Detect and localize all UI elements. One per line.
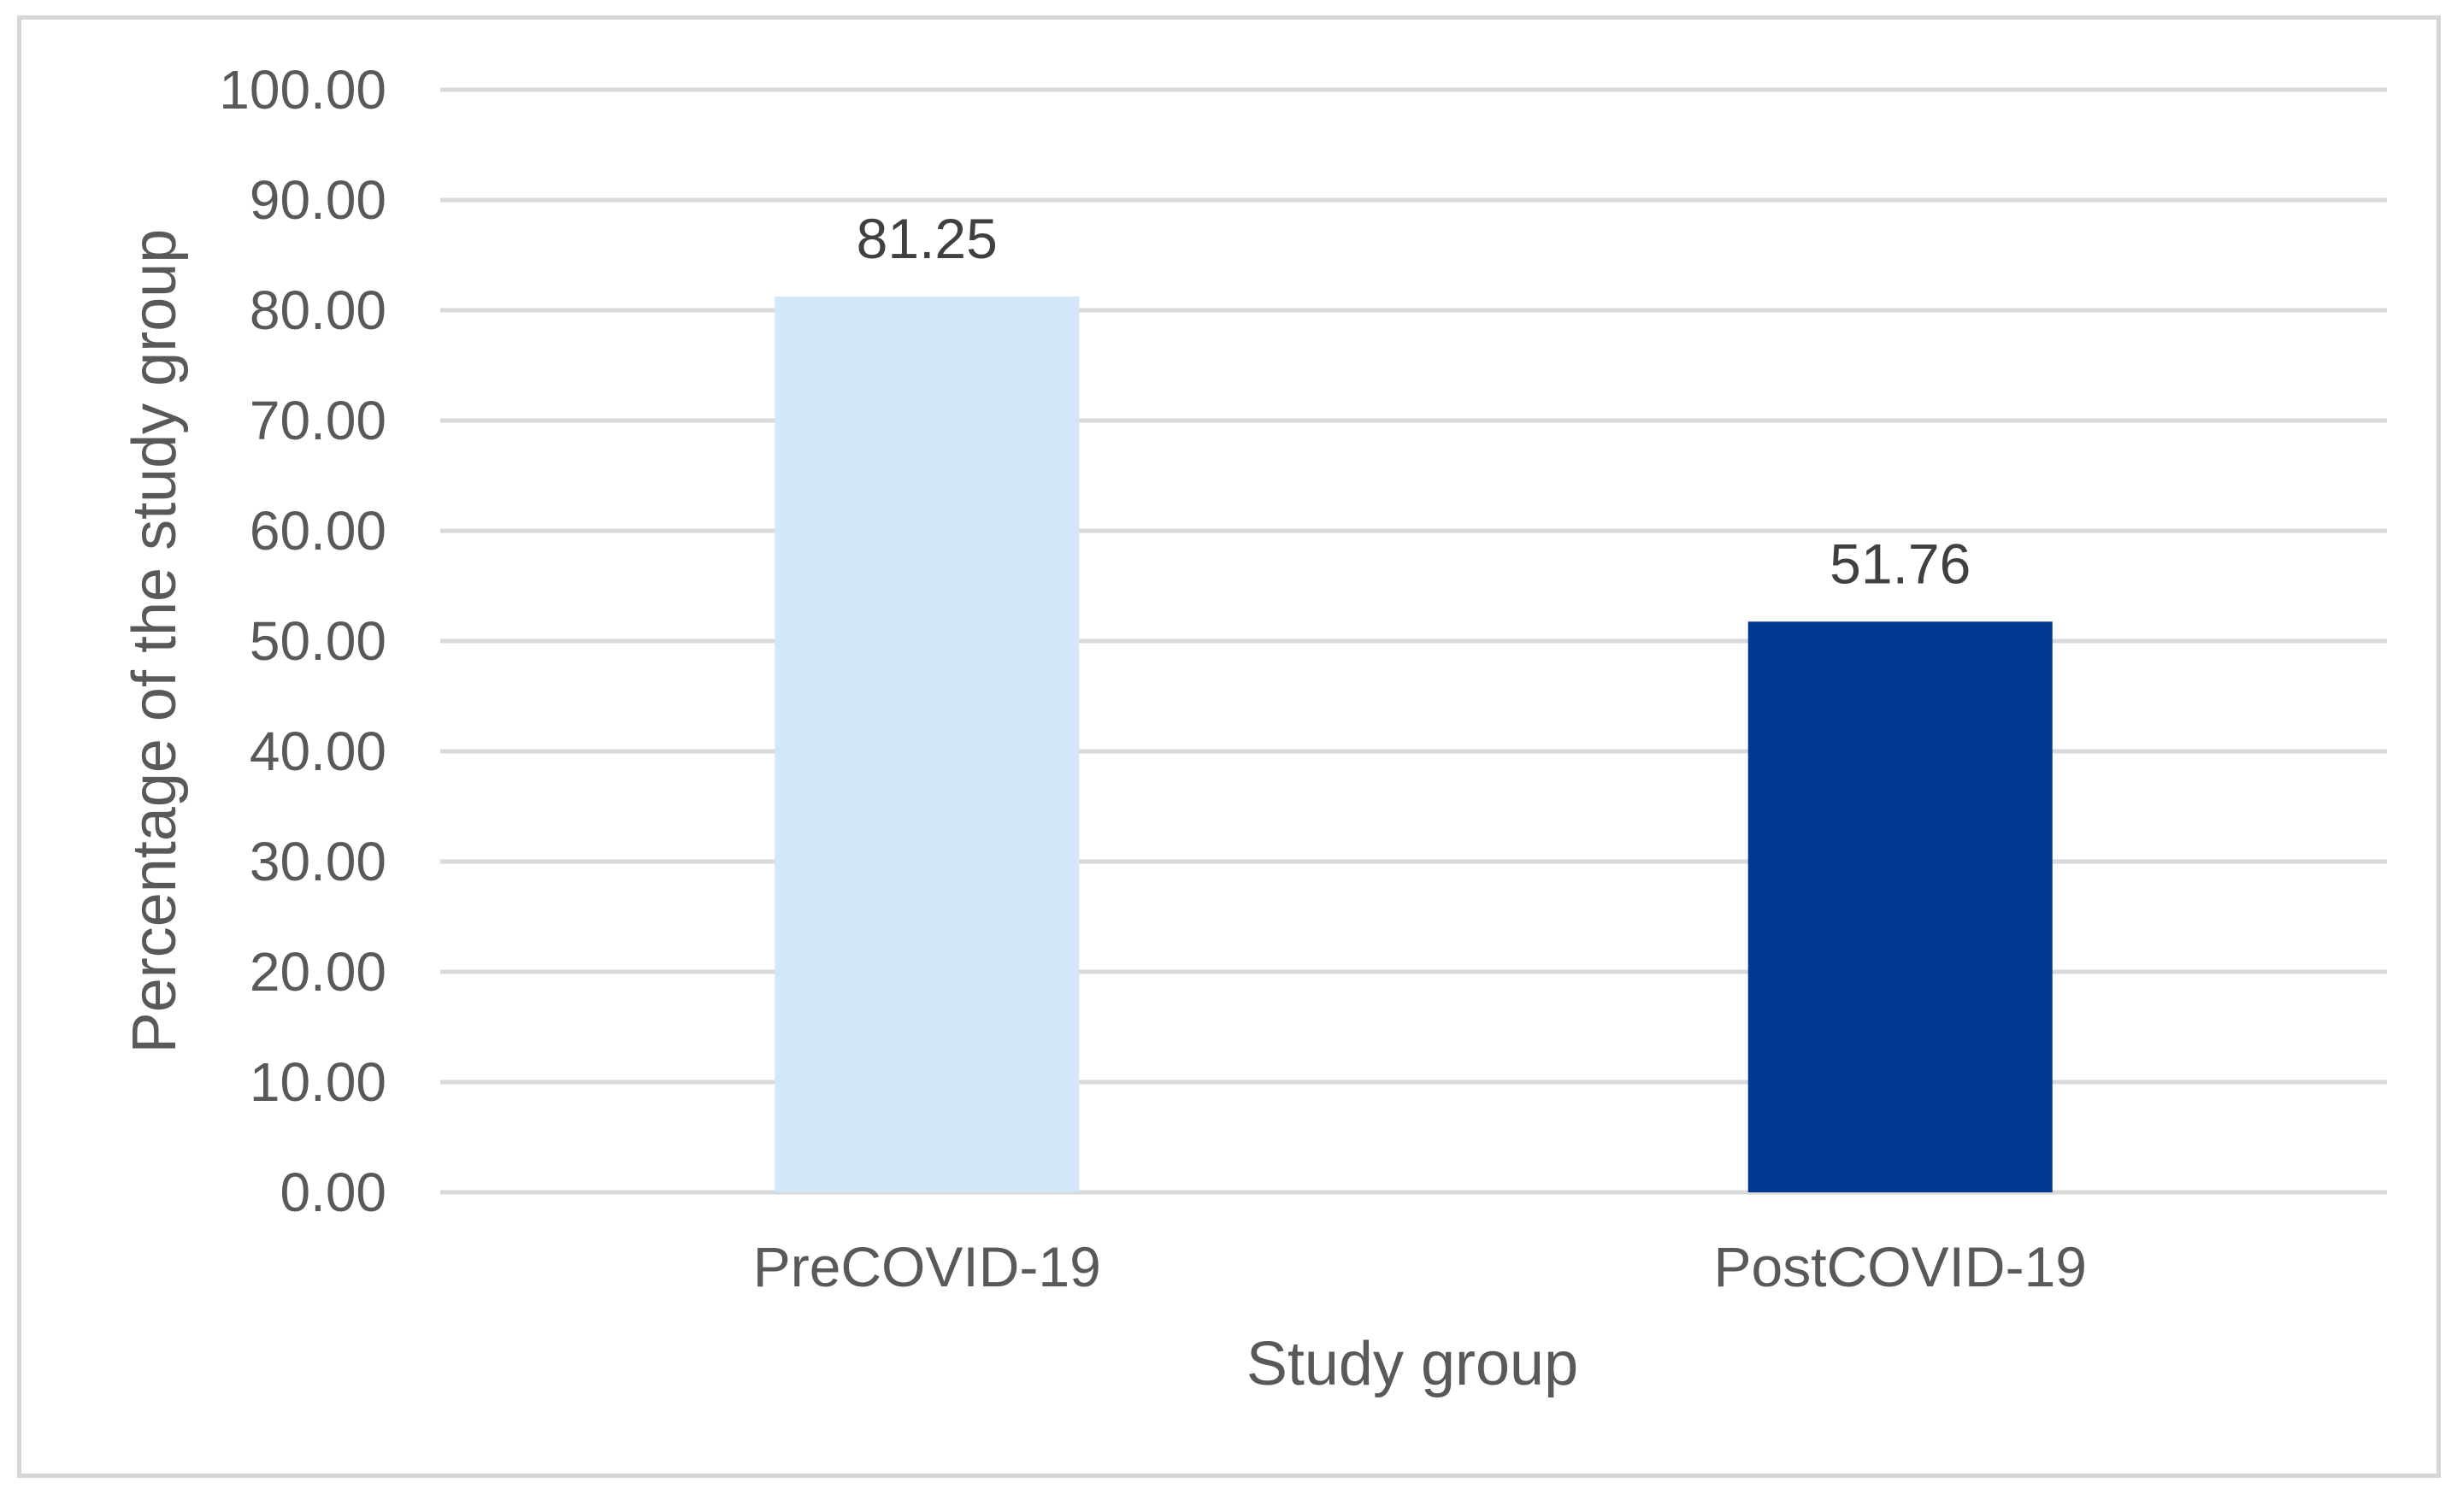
x-category-label: PostCOVID-19: [1714, 1235, 2087, 1298]
gridlines: [440, 87, 2387, 1195]
y-axis-ticks: 0.00 10.00 20.00 30.00 40.00 50.00 60.00 70.00 8…: [219, 59, 386, 1223]
bar-postcovid-19: [1747, 621, 2053, 1192]
y-tick-label: 50.00: [250, 610, 386, 672]
bars: [775, 296, 2053, 1192]
y-tick-label: 0.00: [280, 1162, 386, 1223]
y-tick-label: 20.00: [250, 941, 386, 1003]
y-tick-label: 90.00: [250, 169, 386, 231]
data-labels: 81.25 51.76: [857, 207, 1971, 595]
y-tick-label: 10.00: [250, 1051, 386, 1113]
y-tick-label: 60.00: [250, 500, 386, 562]
data-label: 51.76: [1830, 532, 1971, 595]
x-axis-title: Study group: [1246, 1330, 1578, 1398]
y-tick-label: 70.00: [250, 390, 386, 451]
y-tick-label: 100.00: [219, 59, 386, 121]
data-label: 81.25: [857, 207, 998, 270]
chart-frame: [17, 15, 2441, 1478]
bar-precovid-19: [775, 296, 1080, 1192]
y-tick-label: 40.00: [250, 721, 386, 782]
x-axis-categories: PreCOVID-19 PostCOVID-19: [753, 1235, 2087, 1298]
x-category-label: PreCOVID-19: [753, 1235, 1101, 1298]
y-axis-title: Percentage of the study group: [121, 229, 189, 1054]
y-tick-label: 30.00: [250, 831, 386, 892]
y-tick-label: 80.00: [250, 279, 386, 341]
